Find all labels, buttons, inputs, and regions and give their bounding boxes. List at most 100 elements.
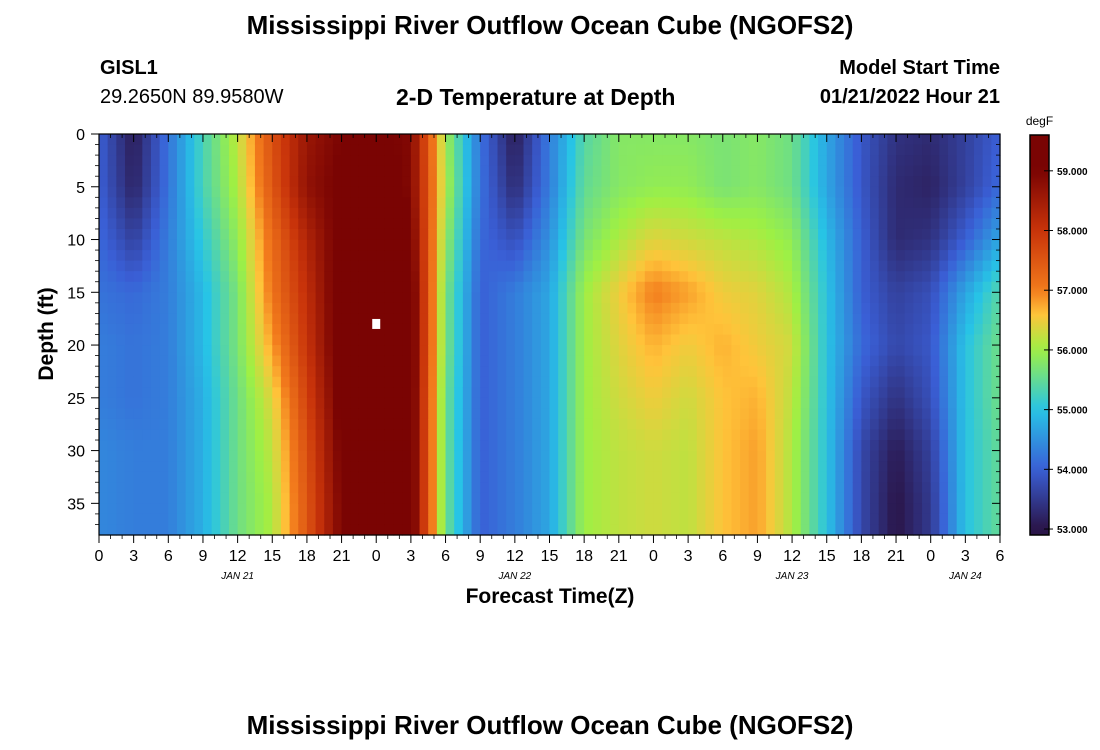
heatmap-cell xyxy=(956,492,966,504)
heatmap-cell xyxy=(306,513,317,526)
heatmap-cell xyxy=(194,134,204,146)
heatmap-cell xyxy=(835,239,845,251)
heatmap-cell xyxy=(99,239,109,251)
heatmap-cell xyxy=(792,492,802,504)
heatmap-cell xyxy=(428,334,438,346)
heatmap-cell xyxy=(896,345,906,357)
heatmap-cell xyxy=(99,334,109,346)
heatmap-cell xyxy=(913,503,923,515)
heatmap-cell xyxy=(878,165,888,177)
heatmap-cell xyxy=(272,323,282,336)
heatmap-cell xyxy=(575,408,585,420)
heatmap-cell xyxy=(150,503,161,515)
heatmap-cell xyxy=(514,492,525,504)
heatmap-cell xyxy=(540,376,551,388)
heatmap-cell xyxy=(748,228,759,241)
x-tick-label: 6 xyxy=(718,548,727,565)
heatmap-cell xyxy=(948,471,958,483)
heatmap-cell xyxy=(627,345,637,357)
heatmap-cell xyxy=(298,450,308,462)
heatmap-cell xyxy=(272,281,282,293)
heatmap-cell xyxy=(202,292,213,304)
heatmap-cell xyxy=(159,134,169,146)
heatmap-cell xyxy=(549,228,559,241)
heatmap-cell xyxy=(948,513,958,526)
heatmap-cell xyxy=(731,281,741,293)
heatmap-cell xyxy=(896,461,906,473)
heatmap-cell xyxy=(289,207,299,220)
heatmap-cell xyxy=(549,144,559,156)
heatmap-cell xyxy=(506,186,516,198)
heatmap-cell xyxy=(202,387,213,399)
heatmap-cell xyxy=(419,302,429,314)
heatmap-cell xyxy=(774,197,785,209)
heatmap-cell xyxy=(948,418,958,431)
heatmap-cell xyxy=(194,155,204,167)
heatmap-cell xyxy=(852,281,862,293)
colorbar-tick-label: 53.000 xyxy=(1057,525,1088,536)
heatmap-cell xyxy=(913,408,923,420)
heatmap-cell xyxy=(818,197,828,209)
heatmap-cell xyxy=(982,292,992,304)
heatmap-cell xyxy=(523,186,533,198)
heatmap-cell xyxy=(584,323,594,336)
heatmap-cell xyxy=(800,323,810,336)
heatmap-cell xyxy=(488,366,499,378)
heatmap-cell xyxy=(185,250,195,262)
heatmap-cell xyxy=(974,471,984,483)
heatmap-cell xyxy=(488,271,499,283)
heatmap-cell xyxy=(402,239,412,251)
heatmap-cell xyxy=(497,387,507,399)
heatmap-cell xyxy=(436,218,447,230)
heatmap-cell xyxy=(653,355,663,367)
heatmap-cell xyxy=(696,376,707,388)
heatmap-cell xyxy=(176,228,187,241)
heatmap-cell xyxy=(272,492,282,504)
heatmap-cell xyxy=(445,292,455,304)
heatmap-cell xyxy=(896,260,906,272)
heatmap-cell xyxy=(913,292,923,304)
heatmap-cell xyxy=(150,260,161,272)
heatmap-cell xyxy=(861,218,871,230)
heatmap-cell xyxy=(220,471,230,483)
heatmap-cell xyxy=(939,323,949,336)
heatmap-cell xyxy=(558,513,568,526)
heatmap-cell xyxy=(774,302,785,314)
heatmap-cell xyxy=(384,186,395,198)
heatmap-cell xyxy=(913,176,923,188)
heatmap-cell xyxy=(532,260,542,272)
heatmap-cell xyxy=(965,313,975,325)
heatmap-cell xyxy=(159,503,169,515)
heatmap-cell xyxy=(419,513,429,526)
heatmap-cell xyxy=(324,366,334,378)
heatmap-cell xyxy=(185,176,195,188)
heatmap-cell xyxy=(939,239,949,251)
heatmap-cell xyxy=(324,271,334,283)
heatmap-cell xyxy=(254,366,265,378)
heatmap-cell xyxy=(350,313,360,325)
heatmap-cell xyxy=(159,387,169,399)
heatmap-cell xyxy=(766,492,776,504)
heatmap-cell xyxy=(462,366,473,378)
heatmap-cell xyxy=(748,155,759,167)
heatmap-cell xyxy=(818,429,828,441)
heatmap-cell xyxy=(618,397,629,409)
heatmap-cell xyxy=(402,376,412,388)
heatmap-cell xyxy=(861,524,871,536)
heatmap-cell xyxy=(488,387,499,399)
heatmap-cell xyxy=(679,418,689,431)
heatmap-cell xyxy=(436,418,447,431)
heatmap-cell xyxy=(748,408,759,420)
heatmap-cell xyxy=(766,513,776,526)
heatmap-cell xyxy=(272,207,282,220)
heatmap-cell xyxy=(948,176,958,188)
heatmap-cell xyxy=(991,418,1001,431)
heatmap-cell xyxy=(731,503,741,515)
heatmap-cell xyxy=(324,250,334,262)
heatmap-cell xyxy=(636,144,646,156)
heatmap-cell xyxy=(124,345,135,357)
heatmap-cell xyxy=(930,376,940,388)
heatmap-cell xyxy=(783,387,793,399)
heatmap-cell xyxy=(471,228,481,241)
